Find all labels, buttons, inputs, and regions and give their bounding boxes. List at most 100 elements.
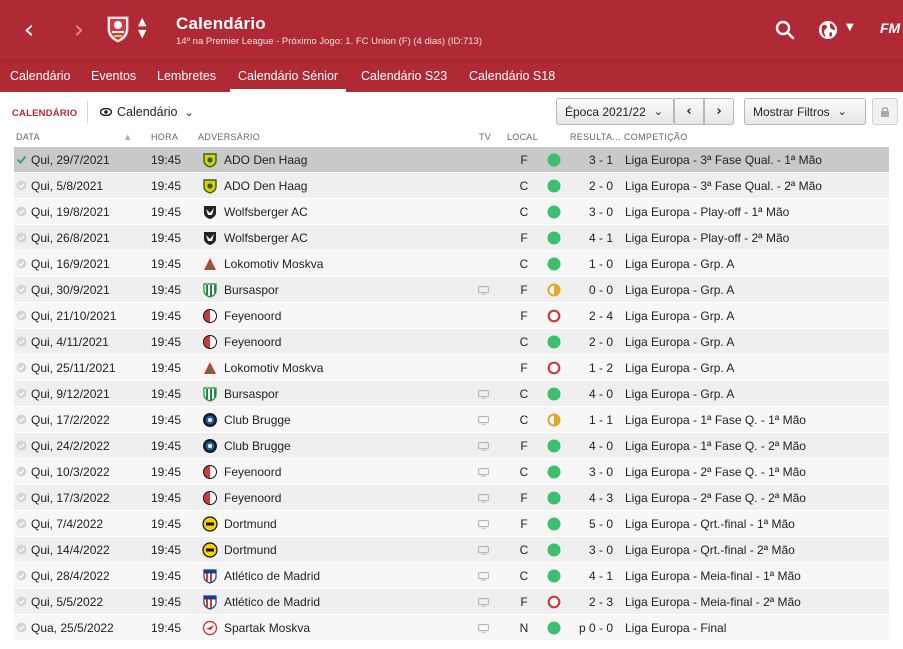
fixture-opponent-link[interactable]: Wolfsberger AC [224,231,308,245]
next-season-button[interactable]: › [704,98,734,125]
table-row[interactable]: Qui, 21/10/2021 19:45 Feyenoord F 2 - 4 Liga … [14,303,889,329]
fixture-opponent-link[interactable]: Atlético de Madrid [224,569,321,583]
fixture-score[interactable]: 2 - 0 [588,335,613,349]
fixture-opponent-link[interactable]: Lokomotiv Moskva [224,257,324,271]
fixture-score[interactable]: 2 - 4 [588,309,613,323]
fixture-score[interactable]: p 0 - 0 [578,621,613,635]
fixture-competition[interactable]: Liga Europa - Grp. A [625,309,735,323]
tab-calendario-s23[interactable]: Calendário S23 [361,69,448,83]
globe-icon[interactable] [818,20,838,40]
fixture-competition[interactable]: Liga Europa - Grp. A [625,335,735,349]
fixture-score[interactable]: 3 - 1 [588,153,613,167]
table-row[interactable]: Qui, 5/8/2021 19:45 ADO Den Haag C 2 - 0 Liga… [14,173,889,199]
fixture-score[interactable]: 0 - 0 [588,283,613,297]
tab-lembretes[interactable]: Lembretes [157,69,217,83]
col-header-opponent[interactable]: ADVERSÁRIO [198,132,261,142]
fixture-competition[interactable]: Liga Europa - 2ª Fase Q. - 1ª Mão [625,465,806,479]
table-row[interactable]: Qui, 26/8/2021 19:45 Wolfsberger AC F 4 - 1 L… [14,225,889,251]
fixture-competition[interactable]: Liga Europa - Meia-final - 1ª Mão [625,569,801,583]
fixture-score[interactable]: 2 - 3 [588,595,613,609]
fixture-opponent-link[interactable]: ADO Den Haag [224,179,308,193]
fixture-score[interactable]: 3 - 0 [588,205,613,219]
table-row[interactable]: Qui, 19/8/2021 19:45 Wolfsberger AC C 3 - 0 L… [14,199,889,225]
tab-calendario[interactable]: Calendário [10,69,71,83]
col-header-time[interactable]: HORA [151,132,179,142]
fixture-opponent-link[interactable]: Dortmund [224,517,277,531]
fixture-score[interactable]: 4 - 1 [588,569,613,583]
fixture-competition[interactable]: Liga Europa - Qrt.-final - 2ª Mão [625,543,795,557]
fixture-score[interactable]: 1 - 2 [588,361,613,375]
tab-calendario-senior[interactable]: Calendário Sénior [230,61,347,92]
fixture-competition[interactable]: Liga Europa - Play-off - 1ª Mão [625,205,790,219]
table-row[interactable]: Qui, 9/12/2021 19:45 Bursaspor C 4 - 0 Liga E… [14,381,889,407]
table-row[interactable]: Qui, 16/9/2021 19:45 Lokomotiv Moskva C 1 - … [14,251,889,277]
table-row[interactable]: Qui, 4/11/2021 19:45 Feyenoord C 2 - 0 Liga E… [14,329,889,355]
fixture-score[interactable]: 1 - 1 [588,413,613,427]
fixture-opponent-link[interactable]: Spartak Moskva [224,621,311,635]
table-row[interactable]: Qui, 7/4/2022 19:45 Dortmund F 5 - 0 Liga Eur… [14,511,889,537]
fixture-competition[interactable]: Liga Europa - Grp. A [625,257,735,271]
fixture-competition[interactable]: Liga Europa - 1ª Fase Q. - 1ª Mão [625,413,806,427]
fixture-opponent-link[interactable]: ADO Den Haag [224,153,308,167]
fixture-competition[interactable]: Liga Europa - Qrt.-final - 1ª Mão [625,517,795,531]
club-switch-arrows-icon[interactable]: ▲ ▼ [138,15,147,40]
col-header-date[interactable]: DATA [16,132,40,142]
fixture-score[interactable]: 3 - 0 [588,543,613,557]
fixture-opponent-link[interactable]: Feyenoord [224,309,282,323]
col-header-venue[interactable]: LOCAL [507,132,539,142]
fixture-score[interactable]: 4 - 0 [588,439,613,453]
table-row[interactable]: Qui, 24/2/2022 19:45 Club Brugge F 4 - 0 Liga… [14,433,889,459]
fixture-opponent-link[interactable]: Dortmund [224,543,277,557]
fixture-competition[interactable]: Liga Europa - Grp. A [625,387,735,401]
table-row[interactable]: Qui, 30/9/2021 19:45 Bursaspor F 0 - 0 Liga E… [14,277,889,303]
col-header-competition[interactable]: COMPETIÇÃO [624,132,688,142]
fixture-opponent-link[interactable]: Feyenoord [224,465,282,479]
fixture-competition[interactable]: Liga Europa - Grp. A [625,361,735,375]
fixture-competition[interactable]: Liga Europa - Final [625,621,727,635]
fixture-score[interactable]: 1 - 0 [588,257,613,271]
fixture-score[interactable]: 5 - 0 [588,517,613,531]
col-header-tv[interactable]: TV [479,132,492,142]
fixture-opponent-link[interactable]: Club Brugge [224,413,291,427]
table-row[interactable]: Qui, 17/2/2022 19:45 Club Brugge C 1 - 1 Liga… [14,407,889,433]
fixture-score[interactable]: 4 - 1 [588,231,613,245]
fixture-score[interactable]: 3 - 0 [588,465,613,479]
fixture-score[interactable]: 4 - 0 [588,387,613,401]
view-selector[interactable]: Calendário ⌄ [100,105,194,119]
season-dropdown[interactable]: Época 2021/22 ⌄ [556,98,674,125]
fixture-competition[interactable]: Liga Europa - 2ª Fase Q. - 2ª Mão [625,491,806,505]
fixture-opponent-link[interactable]: Lokomotiv Moskva [224,361,324,375]
prev-season-button[interactable]: ‹ [674,98,704,125]
tab-calendario-s18[interactable]: Calendário S18 [469,69,556,83]
table-row[interactable]: Qui, 10/3/2022 19:45 Feyenoord C 3 - 0 Liga E… [14,459,889,485]
fixture-competition[interactable]: Liga Europa - 3ª Fase Qual. - 2ª Mão [625,179,822,193]
fixture-opponent-link[interactable]: Bursaspor [224,387,279,401]
lock-button[interactable] [872,98,898,125]
fixture-competition[interactable]: Liga Europa - 1ª Fase Q. - 2ª Mão [625,439,806,453]
col-header-result[interactable]: RESULTA... [570,132,621,142]
fixture-competition[interactable]: Liga Europa - 3ª Fase Qual. - 1ª Mão [625,153,822,167]
forward-button[interactable]: › [73,15,85,45]
back-button[interactable]: ‹ [23,15,35,45]
fixture-competition[interactable]: Liga Europa - Meia-final - 2ª Mão [625,595,801,609]
fixture-opponent-link[interactable]: Atlético de Madrid [224,595,321,609]
fixture-opponent-link[interactable]: Club Brugge [224,439,291,453]
table-row[interactable]: Qui, 28/4/2022 19:45 Atlético de Madrid C 4 … [14,563,889,589]
fixture-competition[interactable]: Liga Europa - Play-off - 2ª Mão [625,231,790,245]
tab-eventos[interactable]: Eventos [91,69,137,83]
chevron-down-icon[interactable]: ▼ [846,22,854,33]
search-icon[interactable] [775,20,795,40]
table-row[interactable]: Qui, 5/5/2022 19:45 Atlético de Madrid F 2 -… [14,589,889,615]
fixture-opponent-link[interactable]: Feyenoord [224,335,282,349]
table-row[interactable]: Qui, 25/11/2021 19:45 Lokomotiv Moskva F 1 -… [14,355,889,381]
fixture-score[interactable]: 4 - 3 [588,491,613,505]
club-crest-icon[interactable] [105,14,131,44]
fixture-competition[interactable]: Liga Europa - Grp. A [625,283,735,297]
fixture-opponent-link[interactable]: Feyenoord [224,491,282,505]
fixture-opponent-link[interactable]: Bursaspor [224,283,279,297]
table-row[interactable]: Qui, 29/7/2021 19:45 ADO Den Haag F 3 - 1 Lig… [14,147,889,173]
table-row[interactable]: Qui, 14/4/2022 19:45 Dortmund C 3 - 0 Liga Eu… [14,537,889,563]
fixture-score[interactable]: 2 - 0 [588,179,613,193]
show-filters-button[interactable]: Mostrar Filtros ⌄ [744,98,866,125]
